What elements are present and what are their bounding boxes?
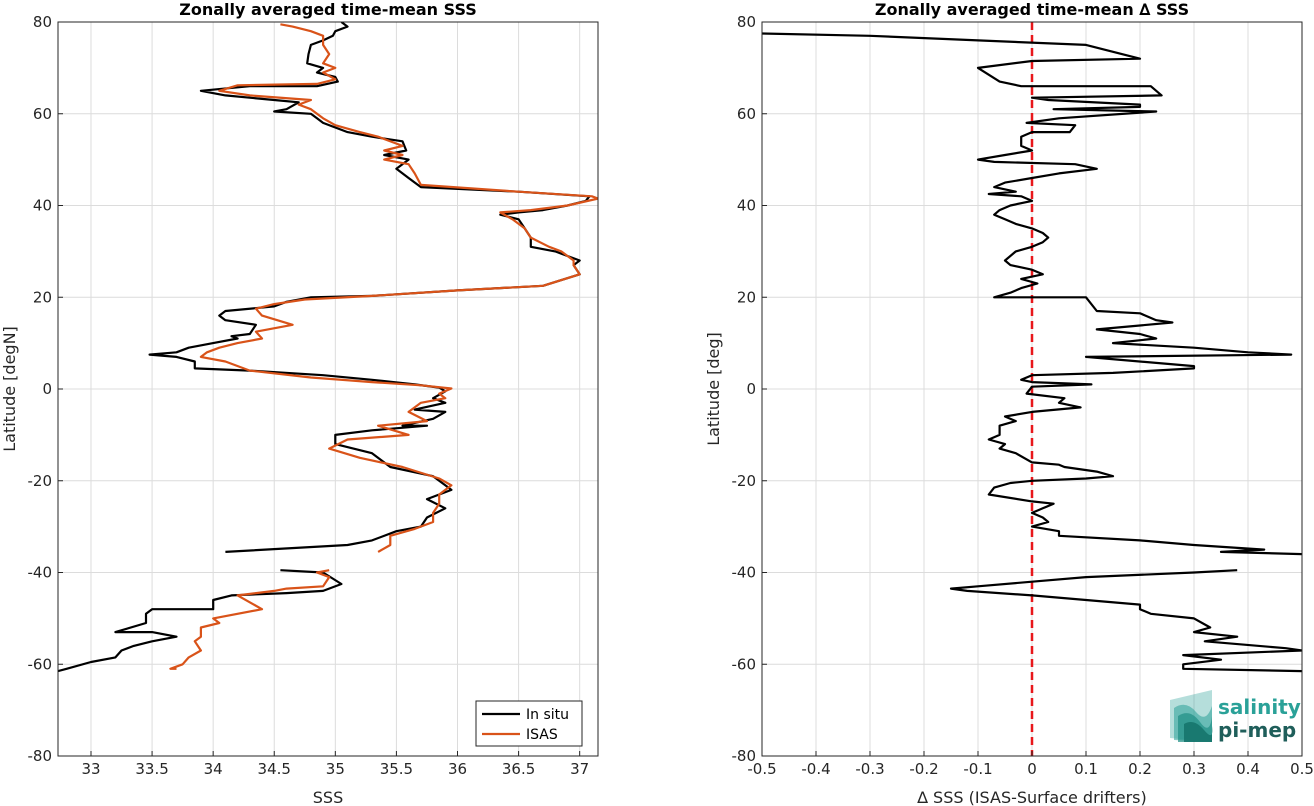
right-x-tick-label: -0.3 (855, 760, 884, 778)
left-x-tick-label: 34.5 (258, 760, 291, 778)
right-x-tick-label: 0.5 (1290, 760, 1314, 778)
left-series-line-in-situ-1 (58, 569, 343, 673)
logo-text-salinity: salinity (1218, 695, 1301, 719)
right-x-tick-label: -0.4 (801, 760, 830, 778)
left-series (58, 22, 598, 673)
left-y-axis-label: Latitude [degN] (0, 326, 19, 452)
right-chart: -0.5 -0.4 -0.3 -0.2 -0.1 0 0.1 0.2 0.3 0.4 0.5 -80 -… (704, 0, 1314, 806)
left-y-tick-label: -60 (28, 655, 53, 673)
legend-box (475, 700, 583, 747)
left-x-tick-label: 35.5 (380, 760, 413, 778)
legend-label-in-situ: In situ (526, 707, 569, 723)
left-y-tick-label: -20 (28, 472, 53, 490)
right-x-tick-label: -0.5 (747, 760, 776, 778)
left-chart: 33 33.5 34 34.5 35 35.5 36 36.5 37 -80 -60 -40 -20 0 2… (0, 0, 599, 806)
logo-text-pi-mep: pi-mep (1218, 718, 1296, 742)
right-x-tick-label: -0.1 (963, 760, 992, 778)
right-y-tick-label: 0 (746, 380, 756, 398)
right-x-tick-label: 0.1 (1074, 760, 1098, 778)
salinity-pi-mep-logo: salinity pi-mep (1170, 690, 1301, 742)
right-x-tick-label: 0.4 (1236, 760, 1260, 778)
left-y-tick-label: 80 (33, 13, 52, 31)
right-y-axis-label: Latitude [deg] (704, 332, 723, 446)
right-x-tick-label: 0.2 (1128, 760, 1152, 778)
right-x-tick-label: 0.3 (1182, 760, 1206, 778)
left-y-tick-label: 0 (42, 380, 52, 398)
left-x-tick-label: 33 (81, 760, 100, 778)
left-x-tick-label: 33.5 (135, 760, 168, 778)
right-y-tick-label: -60 (732, 655, 757, 673)
right-y-tick-label: -80 (732, 747, 757, 765)
left-y-tick-label: 60 (33, 105, 52, 123)
legend: In situ ISAS (475, 700, 583, 747)
left-x-tick-label: 34 (204, 760, 223, 778)
left-series-line-isas-1 (169, 569, 331, 670)
left-x-tick-label: 35 (326, 760, 345, 778)
left-x-tick-label: 37 (570, 760, 589, 778)
right-series (762, 22, 1302, 756)
right-chart-title: Zonally averaged time-mean ∆ SSS (875, 0, 1189, 19)
legend-label-isas: ISAS (526, 727, 558, 743)
right-x-axis-label: ∆ SSS (ISAS-Surface drifters) (916, 788, 1146, 806)
right-x-tick-label: -0.2 (909, 760, 938, 778)
right-y-tick-label: 80 (737, 13, 756, 31)
right-y-tick-label: 20 (737, 288, 756, 306)
left-ticks: 33 33.5 34 34.5 35 35.5 36 36.5 37 -80 -60 -40 -20 0 2… (28, 13, 590, 778)
left-y-tick-label: -80 (28, 747, 53, 765)
left-y-tick-label: -40 (28, 564, 53, 582)
left-x-tick-label: 36.5 (502, 760, 535, 778)
right-y-tick-label: 40 (737, 197, 756, 215)
right-series-line-series-0-1 (949, 569, 1302, 673)
wave-logo-icon (1170, 690, 1213, 742)
left-chart-title: Zonally averaged time-mean SSS (179, 0, 477, 19)
right-ticks: -0.5 -0.4 -0.3 -0.2 -0.1 0 0.1 0.2 0.3 0.4 0.5 -80 -… (732, 13, 1314, 778)
right-x-tick-label: 0 (1027, 760, 1037, 778)
left-x-axis-label: SSS (313, 788, 343, 806)
left-x-tick-label: 36 (448, 760, 467, 778)
left-series-line-isas-0 (199, 23, 598, 553)
right-y-tick-label: -40 (732, 564, 757, 582)
left-y-tick-label: 20 (33, 288, 52, 306)
right-y-tick-label: 60 (737, 105, 756, 123)
right-series-line-series-0-0 (762, 32, 1302, 556)
right-y-tick-label: -20 (732, 472, 757, 490)
left-y-tick-label: 40 (33, 197, 52, 215)
